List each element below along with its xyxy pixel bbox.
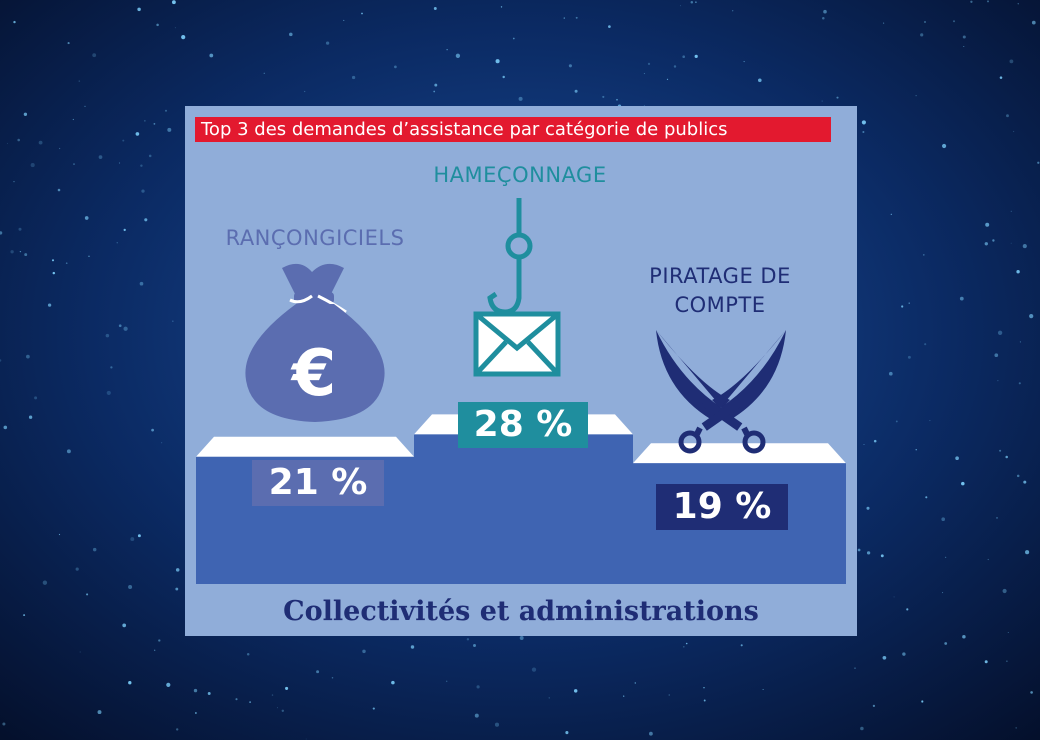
chart-title: Top 3 des demandes d’assistance par caté… xyxy=(195,117,831,142)
euro-money-bag-icon: € xyxy=(245,263,385,422)
category-label-account-hacking: PIRATAGE DE COMPTE xyxy=(649,264,791,317)
podium-step-account-hacking-top xyxy=(633,443,846,464)
podium-step-phishing xyxy=(414,434,633,584)
value-label-account-hacking: 19 % xyxy=(656,484,788,530)
value-label-phishing: 28 % xyxy=(458,402,588,448)
svg-text:€: € xyxy=(290,337,337,411)
podium-step-ransomware-top xyxy=(196,436,414,457)
fishhook-envelope-icon xyxy=(473,198,561,377)
crossed-swords-icon xyxy=(656,330,786,454)
public-category-label: Collectivités et administrations xyxy=(283,596,759,627)
category-label-phishing: HAMEÇONNAGE xyxy=(433,163,607,187)
category-label-ransomware: RANÇONGICIELS xyxy=(225,226,405,250)
value-label-ransomware: 21 % xyxy=(252,460,384,506)
